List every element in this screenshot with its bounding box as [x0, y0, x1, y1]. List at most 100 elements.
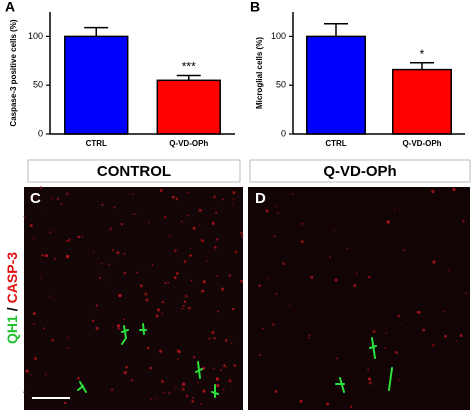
y-axis-label: Caspase-3 positive cells (%) — [9, 19, 18, 126]
speckle — [81, 235, 84, 238]
speckle — [271, 323, 275, 326]
speckle — [228, 274, 232, 277]
speckle — [49, 231, 52, 234]
speckle — [183, 260, 187, 264]
speckle — [198, 208, 202, 212]
speckle — [334, 230, 336, 232]
speckle — [175, 197, 179, 201]
speckle — [240, 231, 243, 235]
speckle — [66, 192, 69, 195]
green-cells — [77, 323, 393, 398]
speckle — [160, 312, 164, 315]
speckle — [95, 304, 99, 307]
speckle — [215, 211, 218, 214]
stain-marker: QH1 — [4, 315, 20, 344]
speckle — [168, 391, 171, 395]
speckle — [23, 215, 26, 218]
x-tick-label: Q-VD-OPh — [402, 139, 441, 148]
speckle — [77, 376, 81, 380]
speckle — [101, 203, 104, 206]
speckle — [39, 186, 42, 189]
speckle — [188, 306, 191, 310]
speckle — [274, 390, 278, 393]
speckle — [162, 392, 165, 394]
speckle — [182, 304, 185, 307]
speckle — [349, 405, 353, 408]
speckle — [192, 226, 196, 230]
speckle — [67, 238, 71, 242]
speckle — [367, 377, 372, 381]
speckle — [292, 193, 294, 196]
speckle — [117, 327, 120, 330]
significance: *** — [182, 60, 196, 74]
y-axis-label: Microglial cells (%) — [255, 37, 264, 109]
speckle — [300, 240, 304, 244]
speckle — [164, 216, 167, 219]
bar — [156, 79, 221, 135]
speckle — [167, 282, 170, 284]
speckle — [202, 280, 206, 284]
speckle — [134, 213, 137, 216]
speckle — [32, 237, 35, 240]
speckle — [234, 250, 238, 254]
y-tick-label: 0 — [281, 128, 286, 138]
speckle — [65, 254, 70, 259]
speckle — [368, 381, 372, 385]
speckle — [197, 381, 199, 384]
speckle — [67, 336, 70, 339]
image-header: CONTROL — [97, 163, 171, 180]
speckle — [191, 396, 195, 400]
speckle — [216, 274, 219, 277]
bar — [306, 35, 366, 135]
speckle — [123, 318, 125, 320]
speckle — [416, 311, 418, 313]
speckle — [185, 395, 189, 398]
speckle — [35, 196, 37, 198]
speckle — [301, 222, 304, 225]
speckle — [29, 373, 31, 376]
speckle — [372, 329, 376, 334]
speckle — [299, 399, 303, 403]
speckle — [159, 349, 163, 353]
speckle — [222, 198, 225, 201]
speckle — [159, 189, 163, 193]
speckle — [431, 343, 435, 347]
speckle — [191, 400, 195, 403]
speckle — [212, 367, 215, 370]
speckle — [189, 254, 192, 257]
speckle — [448, 269, 451, 272]
bar — [64, 35, 129, 135]
speckle — [288, 304, 290, 306]
speckle — [444, 334, 447, 338]
speckle — [131, 213, 133, 215]
image-header: Q-VD-OPh — [323, 163, 396, 180]
speckle — [385, 332, 387, 334]
speckle — [232, 191, 236, 195]
speckle — [41, 253, 44, 257]
speckle — [394, 350, 399, 355]
speckle — [92, 250, 95, 253]
speckle — [452, 187, 456, 192]
speckle — [49, 295, 51, 297]
error-bar — [410, 62, 434, 70]
speckle — [455, 340, 458, 342]
speckle — [50, 198, 53, 200]
speckle — [113, 256, 116, 258]
speckle — [34, 357, 37, 360]
speckle — [110, 388, 114, 392]
speckle — [222, 388, 225, 391]
speckle — [206, 260, 209, 262]
speckle — [40, 210, 43, 212]
speckle — [384, 347, 387, 349]
speckle — [432, 260, 436, 264]
speckle — [33, 322, 35, 325]
speckle — [110, 279, 112, 281]
speckle — [23, 391, 25, 394]
y-tick-label: 50 — [33, 80, 43, 90]
speckle — [402, 249, 405, 252]
speckle — [51, 338, 55, 342]
speckle — [67, 347, 70, 350]
speckle — [190, 279, 193, 282]
header-box — [249, 159, 471, 183]
speckle — [123, 271, 126, 275]
